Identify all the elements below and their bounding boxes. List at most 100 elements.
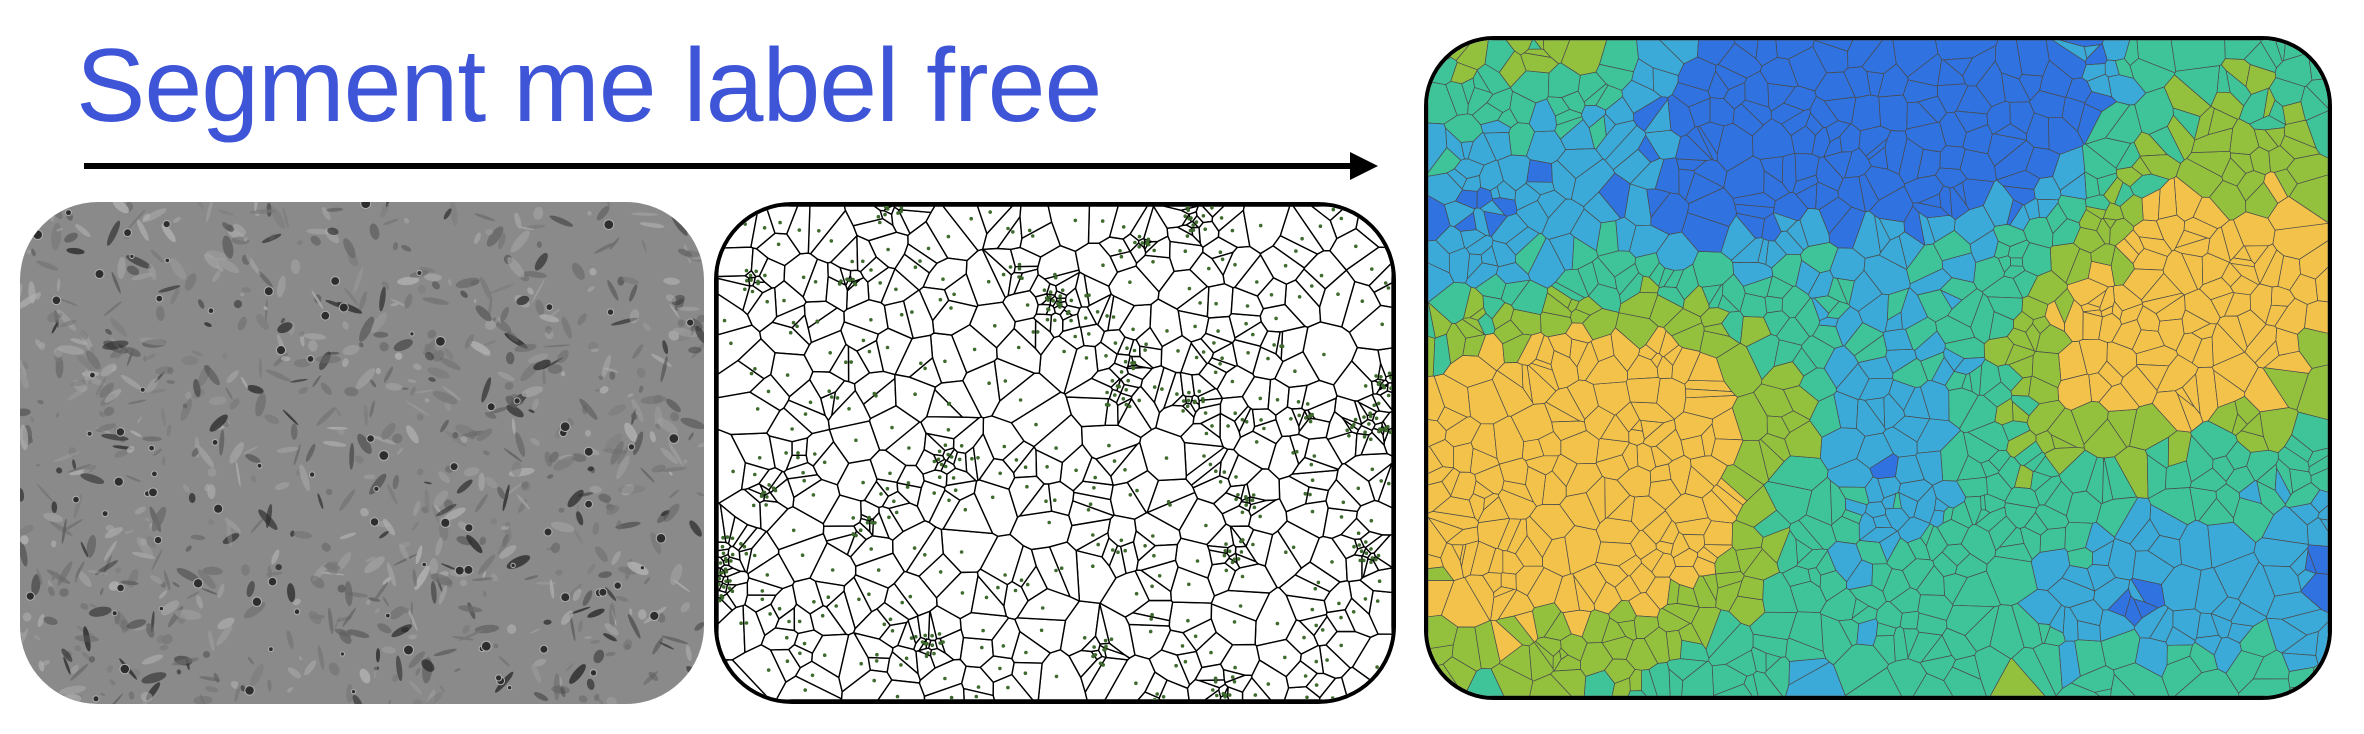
round-cell [338,302,349,313]
segment-cell [2268,77,2306,107]
cell-blob [471,577,494,581]
segment-cell [1701,284,1722,306]
cell-blob [685,215,695,224]
seed-point [1160,387,1164,391]
cell-blob [110,345,127,359]
cell-blob [637,609,647,620]
cell-blob [69,663,89,681]
cell-blob [560,610,574,625]
cell-blob [207,484,216,500]
seed-point [946,234,951,239]
cell-blob [415,667,421,676]
seed-point [1176,349,1180,353]
seed-point [768,612,772,616]
cell-blob [240,685,246,692]
cell-blob [346,684,354,703]
seed-point [815,320,820,324]
cell-blob [342,321,349,330]
seed-point [1251,332,1255,337]
cell-blob [20,541,28,567]
cell-blob [344,387,359,397]
round-cell [403,644,414,656]
seed-point [1232,680,1237,684]
cell-blob [416,468,424,476]
cell-blob [606,696,617,704]
segment-cell [2268,145,2295,173]
seed-point [1230,675,1235,679]
cell-blob [648,671,659,682]
seed-point [1269,293,1274,297]
seed-point [980,645,984,650]
cell-blob [567,489,584,508]
seed-point [1214,469,1218,474]
seed-point [829,395,834,399]
segment-cell [2025,112,2050,150]
cell-blob [598,375,604,381]
cell-blob [571,262,585,280]
cell-blob [106,220,121,246]
cell-blob [419,267,436,273]
seed-point [763,273,767,278]
cell-blob [31,574,41,596]
cell-blob [586,678,595,690]
cell-blob [160,600,180,616]
seed-point [1084,293,1088,298]
seed-point [813,452,817,456]
cell-blob [193,378,201,398]
seed-point [1087,293,1091,297]
seed-point [1252,505,1257,510]
cell-blob [326,207,344,212]
seed-point [801,470,805,475]
voronoi-cell [758,482,771,497]
cell-blob [497,486,506,500]
seed-point [1386,286,1391,290]
voronoi-cell [1206,282,1234,319]
segment-cell [1783,85,1817,111]
seed-point [754,269,758,274]
seed-point [1124,402,1129,407]
round-cell [115,427,126,437]
round-cell [409,331,415,337]
round-cell [320,310,331,321]
cell-blob [292,598,301,606]
seed-point [899,209,903,214]
seed-point [923,366,927,371]
seed-point [1259,418,1263,422]
cell-blob [558,677,563,688]
segment-cell [1799,208,1830,247]
segment-cell [1630,419,1644,432]
seed-point [937,449,942,454]
segment-cell [2011,646,2057,696]
cell-blob [649,431,656,443]
seed-point [1360,299,1365,303]
cell-blob [677,327,698,342]
cell-blob [604,433,623,451]
segment-cell [2025,323,2041,352]
cell-blob [47,202,55,222]
cell-blob [319,351,331,371]
seed-point [1150,584,1154,589]
seed-point [755,407,760,411]
seed-point [725,535,730,539]
cell-blob [353,267,364,294]
cell-blob [414,389,434,394]
segment-cell [1878,94,1908,132]
cell-blob [403,217,410,224]
segment-cell [1755,40,1778,67]
seed-point [1045,465,1049,469]
seed-point [1086,508,1091,512]
segment-cell [1428,566,1455,581]
cell-blob [321,542,331,552]
cell-blob [172,582,180,588]
seed-point [1364,551,1369,555]
segment-cell [1884,130,1908,175]
segment-cell [2304,300,2328,334]
seed-point [1310,412,1314,417]
cell-blob [120,374,143,390]
cell-blob [400,387,409,390]
seed-point [953,488,958,493]
voronoi-cell [1211,341,1239,367]
cell-blob [587,341,599,351]
seed-point [813,280,818,284]
cell-blob [663,277,680,285]
